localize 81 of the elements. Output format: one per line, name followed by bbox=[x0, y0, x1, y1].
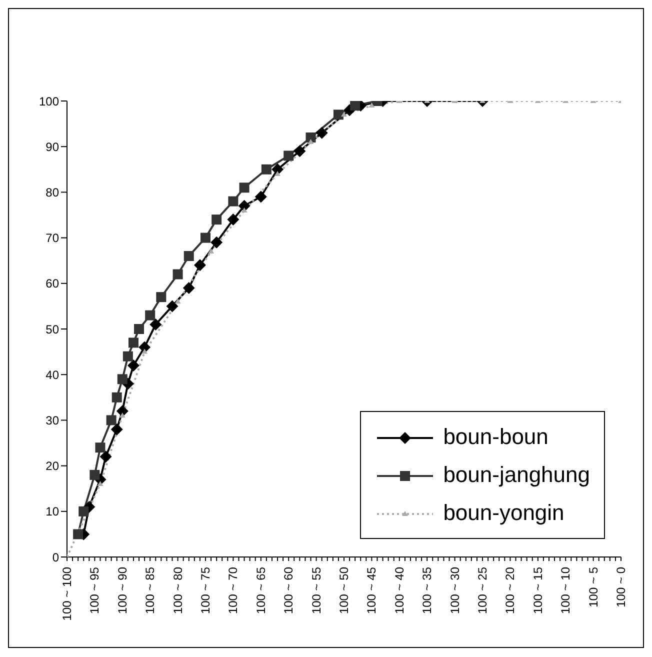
point bbox=[350, 101, 360, 111]
x-tick-label: 100 ~ 75 bbox=[198, 566, 212, 614]
point bbox=[228, 196, 238, 206]
x-tick-label: 100 ~ 20 bbox=[503, 566, 518, 614]
legend-label: boun-boun bbox=[443, 424, 548, 449]
point bbox=[212, 214, 222, 225]
y-tick-label: 20 bbox=[46, 459, 60, 474]
y-tick-label: 50 bbox=[46, 322, 60, 336]
point bbox=[306, 132, 316, 142]
point bbox=[200, 232, 210, 243]
y-tick-label: 40 bbox=[46, 368, 60, 382]
point bbox=[294, 145, 306, 158]
point bbox=[100, 450, 112, 463]
point bbox=[316, 126, 328, 139]
y-tick-label: 10 bbox=[46, 504, 60, 519]
point bbox=[174, 298, 181, 304]
point bbox=[274, 170, 281, 176]
x-tick-label: 100 ~ 65 bbox=[254, 566, 268, 614]
point bbox=[127, 359, 140, 372]
point bbox=[128, 338, 138, 348]
point bbox=[119, 412, 126, 418]
legend-label: boun-yongin bbox=[443, 500, 564, 525]
x-tick-label: 100 ~ 40 bbox=[392, 566, 406, 614]
point bbox=[368, 102, 375, 108]
point bbox=[166, 300, 178, 312]
point bbox=[134, 324, 144, 334]
point bbox=[172, 269, 183, 280]
x-tick-label: 100 ~ 60 bbox=[282, 566, 296, 614]
point bbox=[110, 423, 123, 436]
point bbox=[150, 318, 162, 330]
x-tick-label: 100 ~ 5 bbox=[586, 566, 600, 608]
point bbox=[117, 374, 128, 384]
point bbox=[227, 214, 240, 226]
point bbox=[97, 481, 104, 486]
point bbox=[239, 182, 250, 193]
point bbox=[78, 506, 89, 516]
point bbox=[90, 470, 100, 480]
point bbox=[184, 251, 194, 262]
x-tick-label: 100 ~ 45 bbox=[364, 566, 379, 614]
point bbox=[341, 112, 347, 117]
point bbox=[122, 351, 133, 362]
point bbox=[106, 415, 116, 426]
x-tick-label: 100 ~ 95 bbox=[88, 566, 102, 614]
point bbox=[210, 236, 223, 248]
point bbox=[142, 348, 148, 354]
point bbox=[145, 310, 156, 320]
point bbox=[333, 110, 344, 120]
point bbox=[156, 292, 166, 302]
y-tick-label: 60 bbox=[46, 276, 60, 291]
x-tick-label: 100 ~ 0 bbox=[614, 566, 628, 608]
y-tick-label: 100 bbox=[38, 94, 60, 108]
point bbox=[194, 259, 206, 272]
y-tick-label: 70 bbox=[46, 231, 60, 246]
point bbox=[254, 190, 267, 203]
y-tick-label: 90 bbox=[46, 140, 60, 154]
y-tick-label: 80 bbox=[46, 185, 60, 200]
point bbox=[261, 164, 272, 174]
x-tick-label: 100 ~ 35 bbox=[420, 566, 434, 614]
x-tick-label: 100 ~ 70 bbox=[226, 566, 240, 614]
x-tick-label: 100 ~ 15 bbox=[530, 566, 545, 614]
point bbox=[112, 392, 122, 402]
point bbox=[182, 282, 195, 294]
x-tick-label: 100 ~ 80 bbox=[170, 566, 185, 614]
x-tick-label: 100 ~ 30 bbox=[448, 566, 462, 614]
x-tick-label: 100 ~ 55 bbox=[309, 566, 324, 614]
point bbox=[95, 442, 106, 453]
point bbox=[284, 150, 294, 161]
point bbox=[73, 529, 84, 540]
point bbox=[308, 139, 314, 144]
x-tick-label: 100 ~ 100 bbox=[60, 566, 74, 621]
y-tick-label: 30 bbox=[46, 413, 60, 428]
x-tick-label: 100 ~ 85 bbox=[143, 566, 158, 614]
point bbox=[241, 207, 248, 212]
x-tick-label: 100 ~ 25 bbox=[476, 566, 490, 614]
y-tick-label: 0 bbox=[52, 550, 60, 564]
point bbox=[208, 248, 214, 254]
legend-label: boun-janghung bbox=[443, 462, 590, 487]
x-tick-label: 100 ~ 90 bbox=[115, 566, 130, 614]
point bbox=[138, 341, 151, 354]
x-tick-label: 100 ~ 10 bbox=[558, 566, 573, 614]
x-tick-label: 100 ~ 50 bbox=[337, 566, 351, 614]
